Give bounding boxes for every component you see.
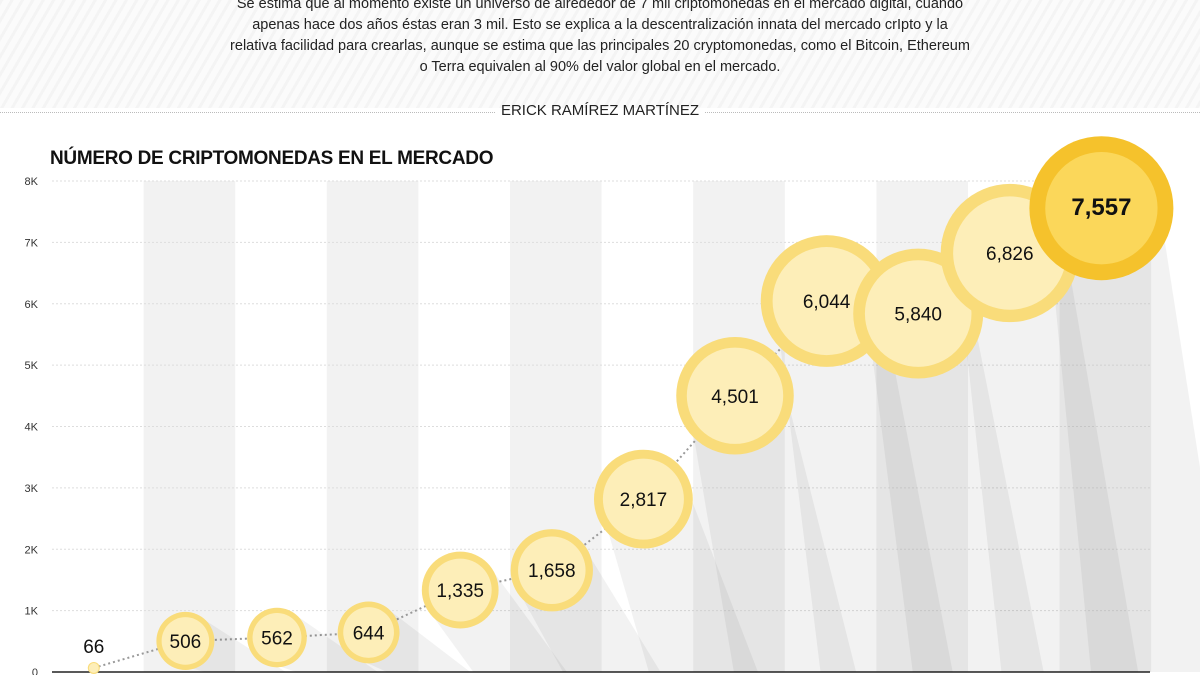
data-bubble-inner [518, 536, 586, 604]
data-label: 4,501 [711, 387, 759, 408]
y-tick-label: 5K [25, 360, 39, 372]
data-bubble-inner [602, 458, 684, 540]
data-label: 7,557 [1071, 194, 1131, 221]
data-label: 2,817 [620, 490, 668, 511]
intro-text: Se estima que al momento existe un unive… [230, 0, 970, 75]
chart-title: NÚMERO DE CRIPTOMONEDAS EN EL MERCADO [50, 148, 494, 169]
data-bubble-inner [772, 247, 881, 356]
data-label: 66 [83, 637, 104, 658]
data-label: 506 [170, 632, 202, 653]
data-bubble-inner [864, 260, 972, 367]
data-label: 1,658 [528, 561, 576, 582]
byline-row: ERICK RAMÍREZ MARTÍNEZ [0, 102, 1200, 122]
divider [705, 112, 1200, 113]
author: ERICK RAMÍREZ MARTÍNEZ [500, 102, 700, 119]
bubble-shadow [1051, 157, 1200, 672]
data-label: 562 [261, 629, 293, 650]
y-tick-label: 2K [25, 544, 39, 556]
data-label: 6,044 [803, 292, 851, 313]
data-bubble-inner [88, 663, 99, 673]
data-label: 644 [353, 623, 385, 644]
y-tick-label: 4K [25, 422, 39, 434]
y-tick-label: 6K [25, 299, 39, 311]
data-bubble-inner [252, 613, 302, 662]
data-bubble-inner [1045, 152, 1158, 265]
divider [0, 112, 495, 113]
y-tick-label: 7K [25, 237, 39, 249]
data-bubble-inner [343, 607, 394, 658]
y-tick-label: 8K [25, 176, 39, 188]
y-tick-label: 3K [25, 483, 39, 495]
data-label: 1,335 [436, 581, 484, 602]
data-bubble-inner [161, 617, 210, 665]
intro-panel: Se estima que al momento existe un unive… [0, 0, 1200, 108]
y-tick-label: 1K [25, 606, 39, 618]
data-bubble-inner [428, 558, 492, 622]
y-tick-label: 0 [32, 667, 38, 675]
data-label: 5,840 [894, 305, 942, 326]
data-label: 6,826 [986, 244, 1034, 265]
data-bubble-inner [686, 347, 784, 444]
